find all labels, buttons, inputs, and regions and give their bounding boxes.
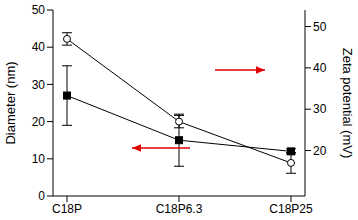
svg-text:50: 50 <box>313 20 327 34</box>
svg-text:30: 30 <box>32 78 46 92</box>
svg-text:20: 20 <box>313 144 327 158</box>
svg-text:C18P6.3: C18P6.3 <box>156 202 203 216</box>
svg-text:50: 50 <box>32 3 46 17</box>
svg-text:10: 10 <box>32 152 46 166</box>
svg-text:30: 30 <box>313 102 327 116</box>
svg-text:0: 0 <box>38 189 45 203</box>
svg-text:20: 20 <box>32 115 46 129</box>
svg-text:C18P: C18P <box>52 202 82 216</box>
svg-text:40: 40 <box>32 40 46 54</box>
svg-text:40: 40 <box>313 61 327 75</box>
svg-text:C18P25: C18P25 <box>269 202 313 216</box>
svg-text:Diameter (nm): Diameter (nm) <box>3 61 18 144</box>
svg-text:Zeta potential (mV): Zeta potential (mV) <box>340 48 355 159</box>
